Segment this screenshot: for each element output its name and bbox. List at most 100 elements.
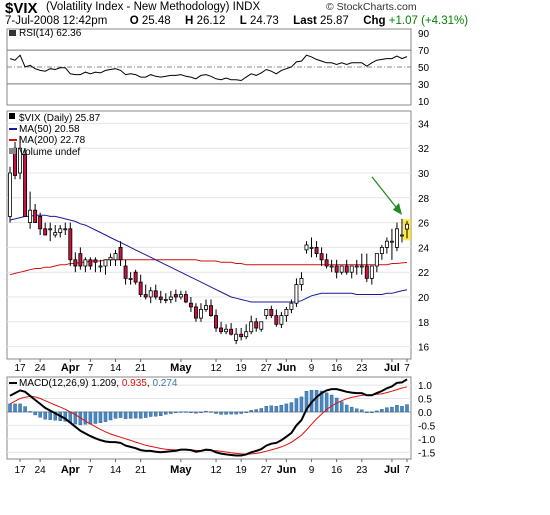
x-tick-label: 14: [110, 465, 122, 476]
x-tick-label: Apr: [61, 464, 81, 476]
candle: [138, 274, 143, 297]
x-tick-label: 7: [404, 363, 410, 374]
candle-body: [18, 147, 23, 174]
ma50-line: [9, 214, 408, 303]
histogram-bar: [108, 411, 113, 421]
histogram-bar: [380, 409, 384, 413]
price-frame: [6, 110, 412, 360]
candle: [113, 249, 118, 266]
x-tick-label: 14: [110, 363, 122, 374]
x-tick-label: 17: [14, 363, 26, 374]
candle: [274, 309, 279, 327]
macd-tick-label: -0.5: [418, 421, 436, 432]
candle: [83, 257, 88, 273]
candle: [294, 278, 299, 307]
price-tick-label: 18: [418, 318, 430, 329]
x-tick-label: 27: [261, 363, 273, 374]
rsi-tick-label: 30: [418, 80, 430, 91]
candle-body: [284, 308, 289, 316]
candle: [329, 259, 334, 273]
candle-body: [103, 259, 108, 267]
candle-body: [364, 265, 369, 279]
histogram-bar: [274, 406, 279, 413]
rsi-legend-text: RSI(14) 62.36: [19, 28, 82, 39]
histogram-bar: [63, 411, 68, 422]
rsi-tick-label: 70: [418, 46, 430, 57]
price-tick-label: 24: [418, 243, 430, 254]
candle: [364, 253, 369, 283]
histogram-bar: [214, 411, 218, 414]
histogram-bar: [254, 409, 258, 413]
rsi-tick-label: 90: [418, 29, 430, 40]
price-tick-label: 34: [418, 119, 430, 130]
x-tick-label: May: [170, 362, 192, 374]
x-tick-label: 17: [14, 465, 26, 476]
histogram-bar: [28, 411, 32, 413]
legend-ma50: MA(50) 20.58: [19, 124, 80, 135]
rsi-legend-swatch: [9, 30, 16, 36]
candle: [244, 324, 249, 340]
x-tick-label: 7: [88, 465, 94, 476]
candle: [43, 222, 48, 236]
price-tick-label: 20: [418, 293, 430, 304]
candle-body: [108, 256, 113, 261]
x-tick-label: Jul: [384, 464, 400, 476]
candle: [254, 318, 259, 332]
candle: [379, 244, 384, 260]
candle: [389, 228, 394, 260]
candle: [269, 305, 274, 319]
candle-body: [369, 265, 374, 279]
candle: [349, 265, 354, 279]
candle: [98, 259, 103, 273]
histogram-bar: [98, 411, 103, 423]
histogram-bar: [88, 411, 93, 425]
histogram-bar: [189, 411, 193, 413]
candle: [88, 257, 93, 270]
candle-body: [384, 240, 389, 248]
high-value: 26.12: [196, 15, 226, 27]
histogram-bar: [349, 406, 354, 413]
candle-body: [344, 265, 349, 273]
price-tick-label: 22: [418, 268, 430, 279]
candle: [324, 253, 329, 269]
candle: [33, 204, 38, 223]
histogram-bar: [33, 411, 37, 416]
candle-body: [334, 265, 339, 273]
x-tick-label: May: [170, 464, 192, 476]
candle-body: [289, 302, 294, 310]
histogram-bar: [169, 411, 173, 414]
macd-legend-prefix: MACD(12,26,9): [19, 378, 88, 389]
x-tick-label: 9: [309, 363, 315, 374]
candle: [153, 284, 158, 300]
candle-body: [88, 259, 93, 267]
candle: [319, 247, 324, 266]
candle: [219, 321, 224, 335]
candle: [304, 241, 309, 254]
candle: [400, 218, 404, 243]
candle: [108, 253, 113, 266]
candle: [8, 166, 12, 223]
candle-body: [199, 308, 203, 319]
open-value: 25.48: [141, 15, 171, 27]
candle: [384, 237, 389, 254]
candle-body: [93, 259, 98, 263]
candle: [249, 315, 254, 335]
candle-body: [405, 223, 409, 230]
exchange-label: INDX: [232, 1, 261, 13]
x-tick-label: 23: [356, 363, 368, 374]
candle: [199, 303, 203, 322]
candle: [214, 309, 218, 332]
candle: [334, 259, 339, 279]
x-axis-upper: 17 24 Apr 7 14 21 May 12 19 27 Jun 9 16 23 Jul 7: [14, 359, 410, 374]
rsi-panel: 90 70 50 30 10 RSI(14) 62.36: [6, 28, 430, 108]
rsi-line: [9, 54, 408, 82]
price-panel: 34 32 30 28 26 24 22 20 18 16 $VIX (Daily) 25.87 …: [6, 110, 430, 360]
chg-value: +1.07 (+4.31%): [388, 15, 469, 27]
candle-body: [53, 232, 58, 236]
candle: [123, 259, 128, 285]
candle-body: [224, 328, 229, 333]
candle-body: [234, 333, 239, 341]
candle: [405, 221, 409, 239]
candle: [374, 253, 379, 273]
